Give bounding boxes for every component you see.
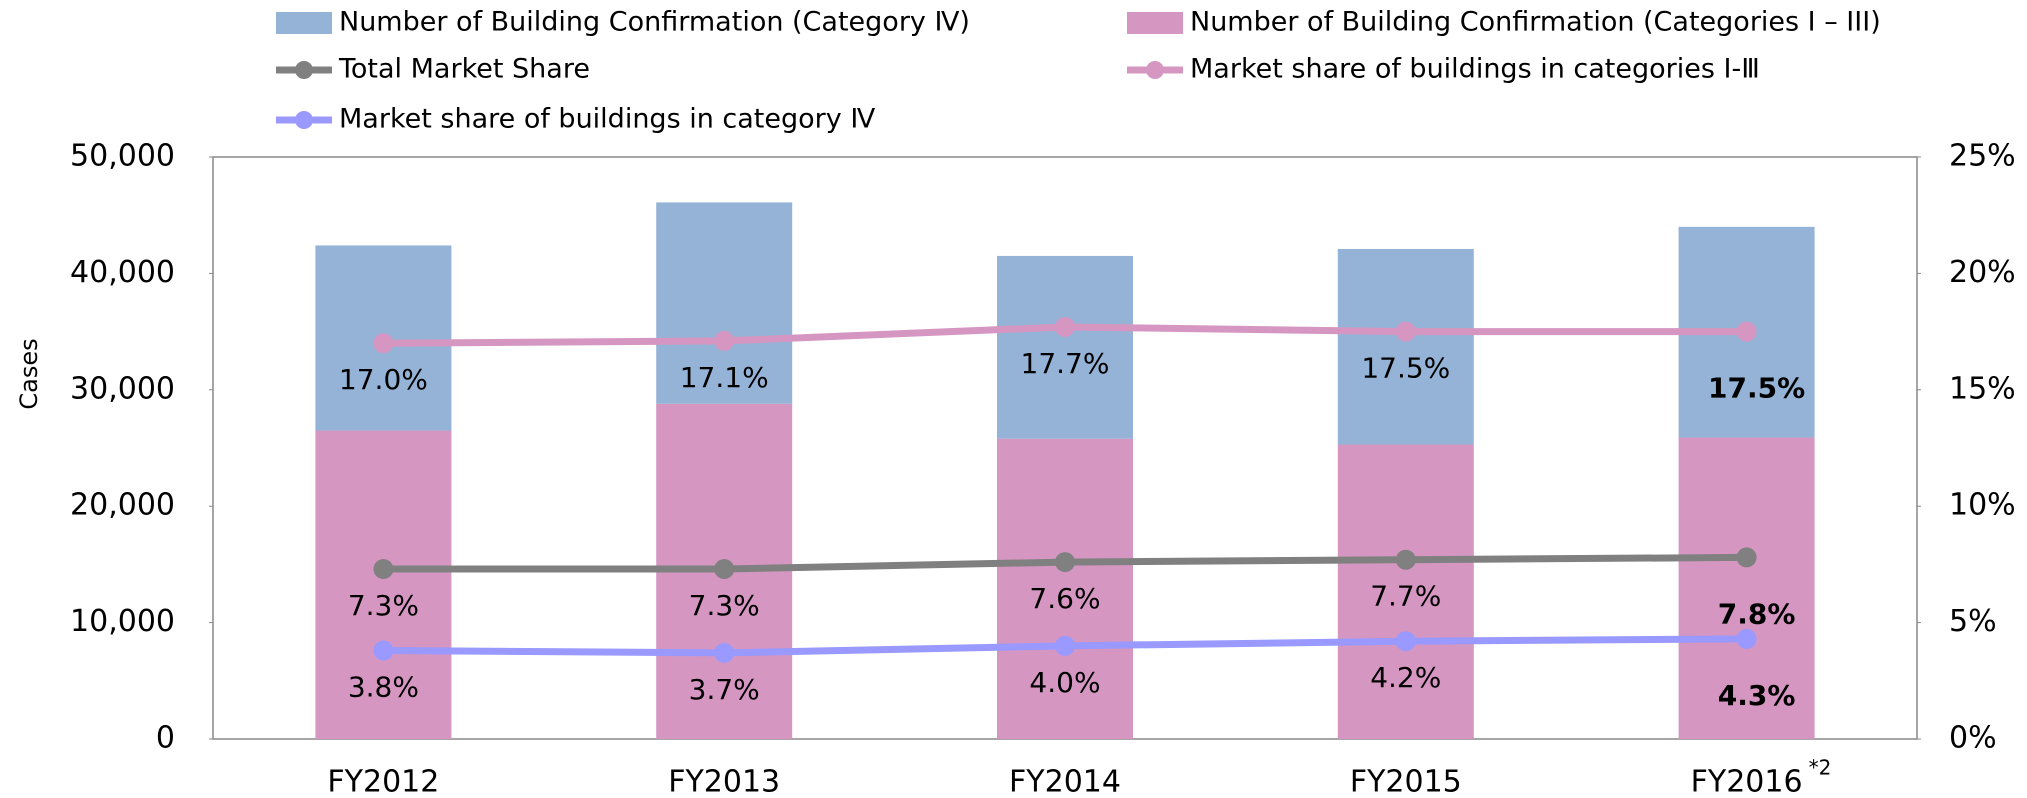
y2-tick-label: 5% (1949, 604, 1997, 639)
line-point (1055, 635, 1075, 656)
data-label: 7.3% (348, 589, 419, 622)
y-tick-label: 30,000 (70, 371, 175, 406)
bar (997, 438, 1133, 739)
bar (1337, 444, 1474, 739)
y2-tick-label: 25% (1949, 139, 2016, 174)
bar (315, 430, 452, 739)
bar (997, 255, 1133, 439)
data-label: 17.5% (1708, 372, 1805, 405)
x-tick-label: FY2014 (1009, 765, 1121, 798)
x-tick-label: FY2013 (668, 765, 780, 798)
legend-marker (1146, 61, 1164, 79)
line-point (1736, 547, 1757, 568)
legend-label: Market share of buildings in categories … (1190, 54, 1760, 85)
data-label: 17.1% (680, 361, 769, 394)
legend-marker (295, 61, 313, 79)
y-tick-label: 20,000 (70, 488, 175, 523)
line-point (714, 330, 735, 351)
data-label: 17.7% (1021, 347, 1110, 380)
data-label: 17.5% (1361, 352, 1450, 385)
data-label: 7.8% (1718, 597, 1796, 630)
legend-swatch (276, 12, 332, 34)
y2-tick-label: 15% (1949, 371, 2016, 406)
bar (1678, 437, 1815, 739)
y2-tick-label: 0% (1949, 721, 1997, 756)
line-point (373, 640, 394, 661)
line-point (1055, 316, 1075, 337)
line-point (714, 642, 735, 663)
y-tick-label: 50,000 (70, 139, 175, 174)
bar (1337, 248, 1474, 445)
legend-swatch (1127, 12, 1183, 34)
data-label: 3.8% (348, 671, 419, 704)
line-point (1055, 552, 1075, 573)
y-tick-label: 40,000 (70, 255, 175, 290)
category-note: *2 (1809, 756, 1832, 780)
data-label: 3.7% (689, 673, 760, 706)
y-tick-label: 10,000 (70, 604, 175, 639)
y2-tick-label: 20% (1949, 255, 2016, 290)
data-label: 7.6% (1029, 582, 1100, 615)
line-point (1395, 631, 1416, 652)
data-label: 4.0% (1029, 666, 1100, 699)
bar (656, 202, 793, 404)
legend-label: Market share of buildings in category Ⅳ (339, 104, 875, 135)
legend-label: Total Market Share (338, 54, 590, 85)
legend-marker (295, 111, 313, 129)
legend-label: Number of Building Confirmation (Categor… (339, 7, 970, 38)
line-point (714, 559, 735, 580)
data-label: 7.3% (689, 589, 760, 622)
line-point (1736, 628, 1757, 649)
x-tick-label: FY2015 (1350, 765, 1462, 798)
line-point (1395, 549, 1416, 570)
line-point (1736, 321, 1757, 342)
x-tick-label: FY2012 (327, 765, 439, 798)
y2-tick-label: 10% (1949, 488, 2016, 523)
data-label: 17.0% (339, 363, 428, 396)
line-point (373, 559, 394, 580)
data-label: 4.3% (1718, 679, 1796, 712)
x-tick-label: FY2016 (1691, 765, 1803, 798)
legend-label: Number of Building Confirmation (Categor… (1190, 7, 1881, 38)
y-tick-label: 0 (156, 721, 175, 756)
data-label: 7.7% (1370, 580, 1441, 613)
y-axis-label: Cases (15, 338, 43, 409)
data-label: 4.2% (1370, 661, 1441, 694)
line-point (373, 333, 394, 354)
line-point (1395, 321, 1416, 342)
